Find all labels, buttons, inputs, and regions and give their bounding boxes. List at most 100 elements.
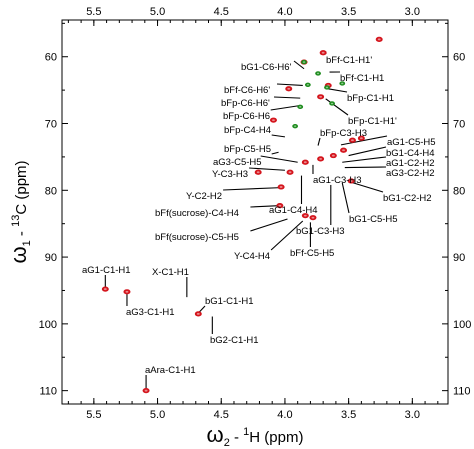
peak-annotation-label: bFp-C6-H6': [221, 98, 270, 109]
peak-annotation-label: Y-C4-H4: [234, 251, 270, 262]
peak-annotation-label: bG1-C1-H1: [205, 296, 254, 307]
x-axis-sup: 1: [243, 426, 249, 438]
peak-contour-core: [349, 179, 353, 182]
x-tick-label-top: 3.5: [341, 6, 356, 18]
peak-contour-core: [311, 216, 315, 219]
peak-annotation-label: bFp-C3-H3: [320, 128, 367, 139]
peak-contour-core: [325, 86, 329, 89]
x-axis-dash: -: [230, 429, 243, 446]
peak-annotation-label: bG1-C4-H4: [386, 148, 435, 159]
plot-frame: [61, 19, 449, 405]
leader-line: [276, 83, 303, 86]
peak-contour-core: [319, 95, 323, 98]
peak-annotation-label: bG1-C5-H5: [349, 214, 398, 225]
y-tick-label-right: 80: [453, 185, 465, 197]
ticks-layer: 5.5 5.5 5.0 5.0 4.5 4.5 4.0 4.0 3.5 3.5 3.0 3.0 60 60…: [39, 6, 472, 421]
peak-annotation-label: bFp-C1-H1: [347, 93, 394, 104]
peak-annotation-label: aG1-C1-H1: [82, 265, 131, 276]
peak-contour-core: [331, 154, 335, 157]
leader-line: [317, 137, 321, 146]
peak-annotation-label: bG1-C2-H2: [383, 193, 432, 204]
y-tick-label-right: 60: [453, 52, 465, 64]
y-axis-sub: 1: [21, 240, 33, 246]
leader-line: [344, 166, 387, 169]
peak-annotation-label: bFf-C5-H5: [290, 248, 334, 259]
leader-line: [351, 181, 384, 193]
peak-annotation-label: bFp-C5-H5: [224, 144, 271, 155]
leader-line: [270, 220, 304, 251]
peak-contour-core: [316, 72, 320, 75]
x-tick-label-bottom: 4.5: [214, 409, 229, 421]
x-tick-label-bottom: 3.5: [341, 409, 356, 421]
peak-contour-core: [341, 82, 344, 85]
peak-contour-core: [342, 149, 345, 152]
peak-annotation-label: bFf(sucrose)-C4-H4: [155, 208, 239, 219]
leader-line: [341, 182, 350, 214]
peak-annotation-label: bG1-C3-H3: [296, 226, 345, 237]
leader-line: [325, 98, 349, 116]
peak-contour-core: [302, 61, 306, 63]
peak-contour-core: [359, 137, 363, 140]
x-tick-label-bottom: 5.5: [86, 409, 101, 421]
peak-annotation-label: aG3-C1-H1: [126, 307, 175, 318]
peak-annotation-label: bFp-C4-H4: [224, 125, 271, 136]
peak-contour-core: [299, 106, 302, 108]
peak-contour-core: [377, 38, 381, 41]
y-axis-omega: ω: [6, 246, 31, 263]
peak-annotation-label: Y-C2-H2: [186, 191, 222, 202]
leader-line: [342, 156, 387, 163]
y-tick-label-left: 90: [45, 252, 57, 264]
x-tick-label-top: 3.0: [405, 6, 420, 18]
peak-contour-core: [144, 389, 148, 392]
x-tick-label-bottom: 5.0: [150, 409, 165, 421]
peak-annotation-label: bFf-C6-H6': [224, 85, 270, 96]
leader-line: [223, 187, 282, 191]
peak-contour-core: [278, 204, 282, 207]
leader-line: [260, 155, 298, 163]
peak-contour-core: [279, 185, 283, 188]
peak-contour-core: [303, 161, 307, 164]
peak-annotation-label: X-C1-H1: [152, 267, 189, 278]
leader-line: [328, 88, 348, 93]
y-tick-label-left: 80: [45, 185, 57, 197]
leader-line: [340, 135, 388, 146]
leader-line: [271, 151, 279, 155]
y-tick-label-right: 110: [453, 386, 471, 398]
peak-contour-core: [293, 125, 297, 127]
peak-contour-core: [256, 171, 260, 174]
x-axis-sub: 2: [224, 437, 230, 449]
y-tick-label-left: 70: [45, 119, 57, 131]
peak-annotation-label: aG1-C4-H4: [269, 205, 318, 216]
peak-annotation-label: bFp-C1-H1': [348, 116, 397, 127]
peak-contour-core: [288, 171, 292, 174]
peak-contour-core: [303, 214, 307, 217]
x-axis-omega: ω: [207, 422, 224, 447]
y-axis-nucleus: C: [13, 204, 30, 215]
peak-contour-core: [330, 102, 334, 105]
peak-annotation-label: bFf(sucrose)-C5-H5: [155, 232, 239, 243]
peak-annotation-label: bFp-C6-H6: [223, 111, 270, 122]
x-tick-label-bottom: 3.0: [405, 409, 420, 421]
peak-contour-core: [306, 83, 310, 86]
y-tick-label-right: 70: [453, 119, 465, 131]
x-axis-nucleus: H: [249, 429, 260, 446]
peak-contour-core: [272, 119, 275, 122]
y-tick-label-left: 100: [39, 319, 57, 331]
x-tick-label-top: 4.5: [214, 6, 229, 18]
leader-line: [270, 104, 301, 111]
peak-annotation-label: bG1-C6-H6': [241, 62, 292, 73]
peak-annotation-label: aG3-C5-H5: [213, 157, 262, 168]
y-axis-sup: 13: [10, 215, 22, 227]
y-tick-label-left: 60: [45, 52, 57, 64]
y-tick-label-right: 100: [453, 319, 471, 331]
peak-contour-core: [287, 87, 291, 90]
leader-line: [293, 60, 305, 70]
peak-annotation-label: aG1-C5-H5: [387, 137, 436, 148]
leader-line: [249, 167, 285, 171]
peak-annotation-label: aG1-C2-H2: [386, 158, 435, 169]
peak-contour-core: [196, 312, 200, 315]
peak-contour-core: [103, 288, 107, 291]
y-tick-label-right: 90: [453, 252, 465, 264]
leader-line: [250, 218, 288, 232]
